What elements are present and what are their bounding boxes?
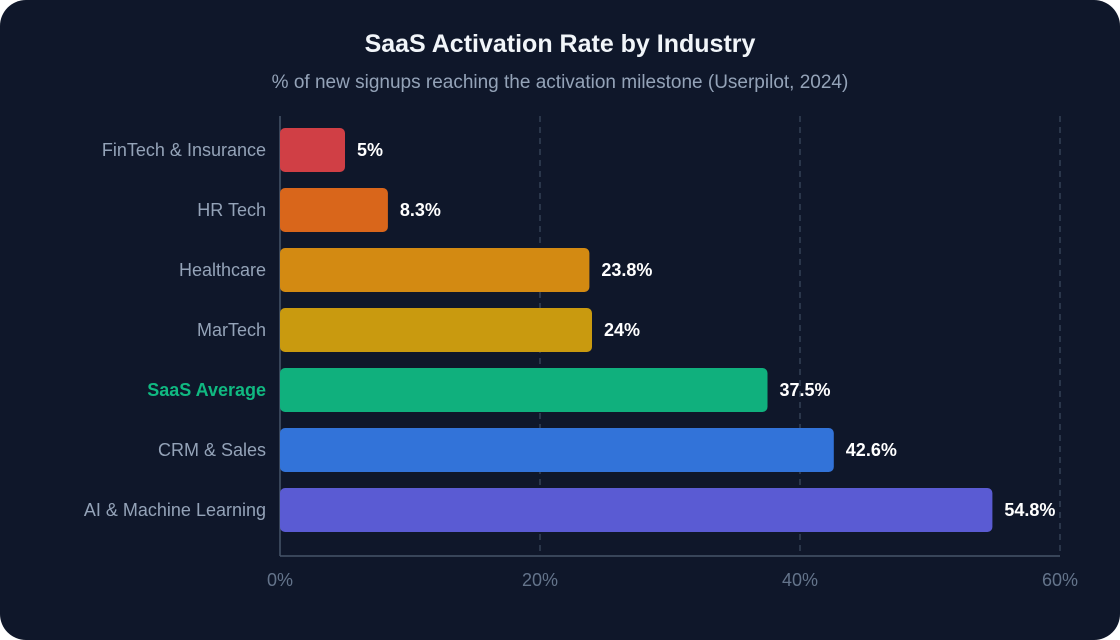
value-label: 8.3% [400,200,441,220]
value-label: 23.8% [601,260,652,280]
value-label: 42.6% [846,440,897,460]
value-label: 24% [604,320,640,340]
chart-subtitle: % of new signups reaching the activation… [271,72,849,93]
bar [280,368,768,412]
category-label: CRM & Sales [158,440,266,460]
value-label: 37.5% [780,380,831,400]
x-tick-label: 20% [522,570,558,590]
bar [280,248,590,292]
value-label: 54.8% [1004,500,1055,520]
bar [280,488,993,532]
category-label: SaaS Average [147,380,266,400]
category-label: HR Tech [197,200,266,220]
chart-title: SaaS Activation Rate by Industry [364,30,756,58]
category-label: FinTech & Insurance [102,140,266,160]
bar [280,188,388,232]
bar [280,428,834,472]
x-tick-label: 60% [1042,570,1078,590]
category-label: Healthcare [179,260,266,280]
bar [280,128,345,172]
category-label: AI & Machine Learning [84,500,266,520]
value-label: 5% [357,140,383,160]
bar [280,308,592,352]
category-label: MarTech [197,320,266,340]
x-tick-label: 0% [267,570,293,590]
x-tick-label: 40% [782,570,818,590]
